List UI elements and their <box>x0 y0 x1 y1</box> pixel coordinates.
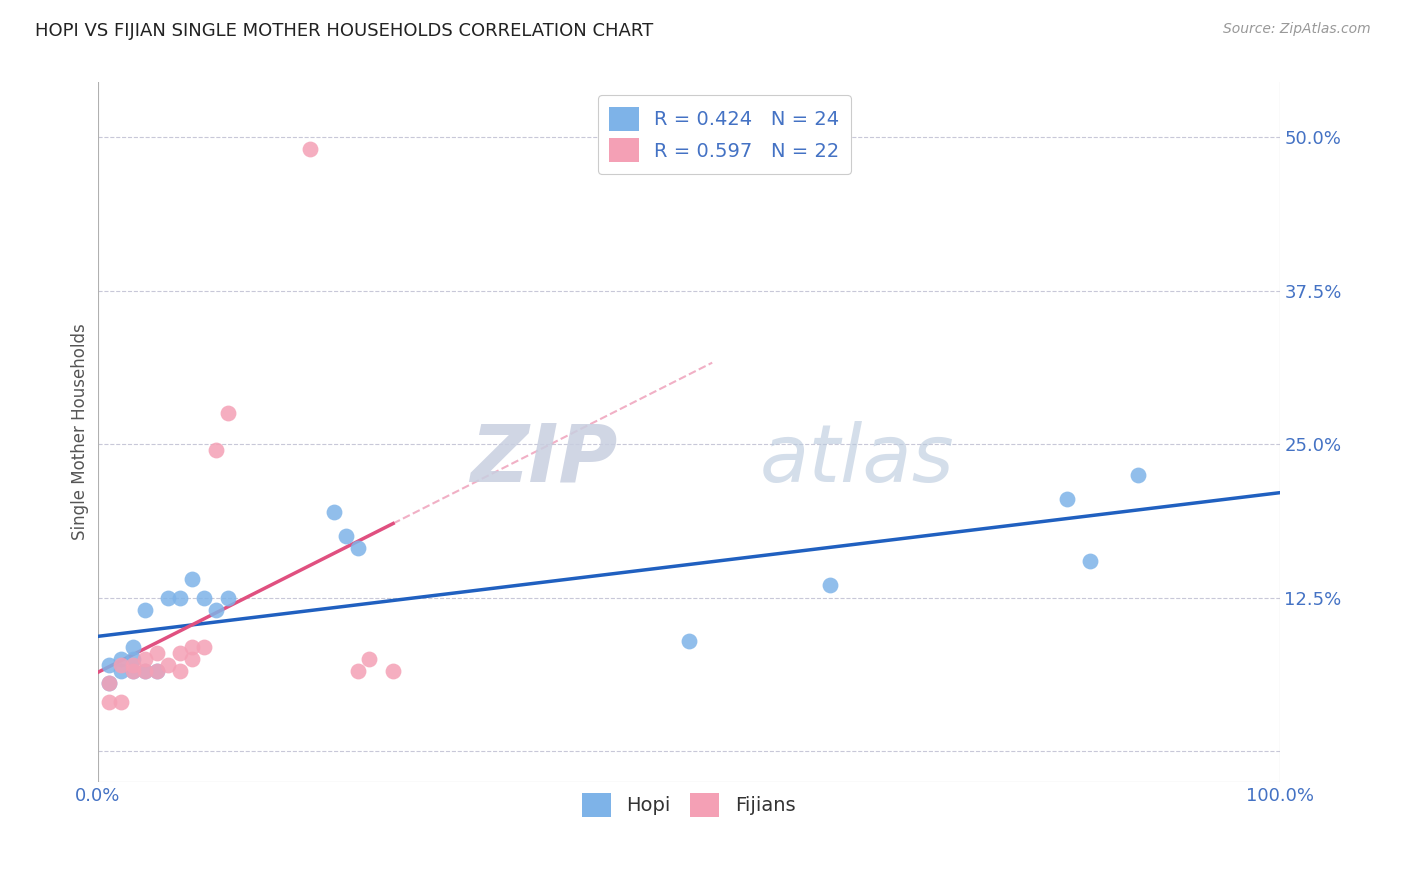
Point <box>820 578 842 592</box>
Point <box>204 603 226 617</box>
Point <box>204 443 226 458</box>
Point <box>98 658 121 673</box>
Point <box>145 664 167 678</box>
Text: Source: ZipAtlas.com: Source: ZipAtlas.com <box>1223 22 1371 37</box>
Point <box>145 664 167 678</box>
Point <box>335 529 357 543</box>
Point <box>122 652 145 666</box>
Point <box>110 652 132 666</box>
Point <box>346 664 368 678</box>
Point <box>193 640 215 654</box>
Point <box>134 603 156 617</box>
Point <box>1056 492 1078 507</box>
Point <box>181 652 204 666</box>
Point <box>110 664 132 678</box>
Point <box>1126 467 1149 482</box>
Point <box>122 664 145 678</box>
Point <box>1080 554 1102 568</box>
Point <box>98 676 121 690</box>
Point <box>359 652 381 666</box>
Point <box>145 646 167 660</box>
Point <box>122 640 145 654</box>
Point <box>110 695 132 709</box>
Point <box>169 591 191 605</box>
Point <box>110 658 132 673</box>
Point <box>122 664 145 678</box>
Point <box>169 646 191 660</box>
Text: HOPI VS FIJIAN SINGLE MOTHER HOUSEHOLDS CORRELATION CHART: HOPI VS FIJIAN SINGLE MOTHER HOUSEHOLDS … <box>35 22 654 40</box>
Point <box>134 652 156 666</box>
Point <box>323 505 346 519</box>
Y-axis label: Single Mother Households: Single Mother Households <box>72 324 89 541</box>
Point <box>217 591 239 605</box>
Point <box>134 664 156 678</box>
Point <box>169 664 191 678</box>
Point <box>181 572 204 586</box>
Point <box>98 676 121 690</box>
Point <box>122 658 145 673</box>
Point <box>98 695 121 709</box>
Point <box>382 664 405 678</box>
Point <box>678 633 700 648</box>
Point <box>157 591 180 605</box>
Point <box>134 664 156 678</box>
Point <box>181 640 204 654</box>
Point <box>193 591 215 605</box>
Text: atlas: atlas <box>759 421 955 499</box>
Text: ZIP: ZIP <box>470 421 617 499</box>
Point <box>217 406 239 420</box>
Point <box>157 658 180 673</box>
Legend: Hopi, Fijians: Hopi, Fijians <box>574 785 803 824</box>
Point <box>346 541 368 556</box>
Point <box>299 143 322 157</box>
